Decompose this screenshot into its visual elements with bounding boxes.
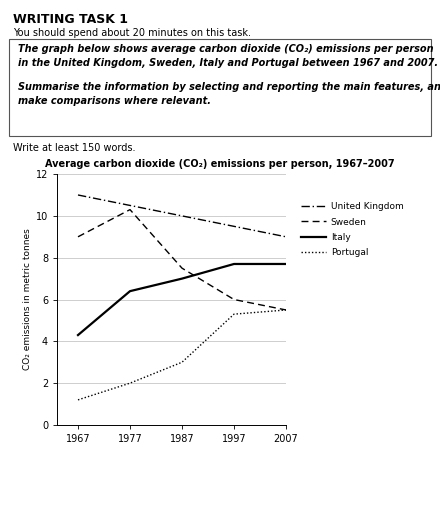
Text: Write at least 150 words.: Write at least 150 words. [13, 143, 136, 154]
Text: WRITING TASK 1: WRITING TASK 1 [13, 13, 128, 26]
Y-axis label: CO₂ emissions in metric tonnes: CO₂ emissions in metric tonnes [22, 229, 32, 370]
Text: You should spend about 20 minutes on this task.: You should spend about 20 minutes on thi… [13, 28, 251, 38]
Text: The graph below shows average carbon dioxide (CO₂) emissions per person
in the U: The graph below shows average carbon dio… [18, 44, 438, 68]
Legend: United Kingdom, Sweden, Italy, Portugal: United Kingdom, Sweden, Italy, Portugal [297, 199, 407, 261]
Text: Average carbon dioxide (CO₂) emissions per person, 1967–2007: Average carbon dioxide (CO₂) emissions p… [45, 159, 395, 169]
Text: Summarise the information by selecting and reporting the main features, and
make: Summarise the information by selecting a… [18, 82, 440, 106]
